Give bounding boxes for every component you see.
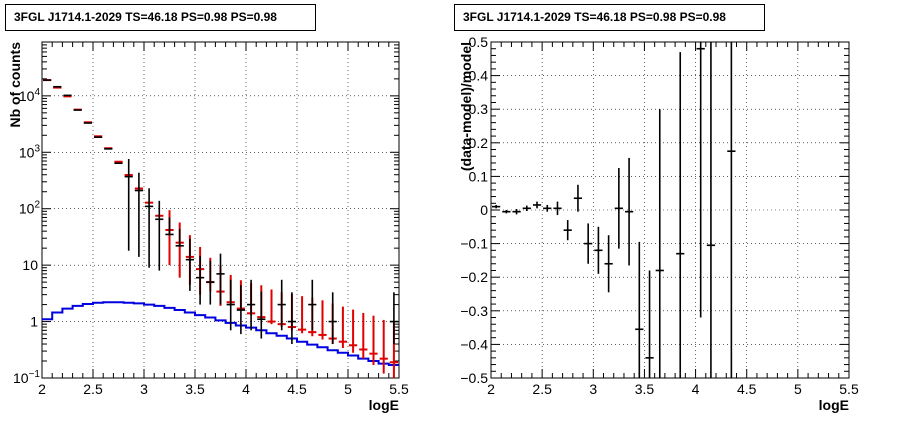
x-tick-label: 2.5	[83, 381, 103, 397]
data-point	[124, 159, 133, 251]
y-tick-label: −0.3	[460, 303, 488, 319]
counts-chart: 2 2.5 3 3.5 4 4.5 5 5.5 10−1 1 10 102 103 104 logE Nb o…	[7, 41, 409, 413]
y-tick-label: 0.4	[469, 68, 489, 84]
y-axis-title: Nb of counts	[7, 42, 23, 128]
y-tick-label: 1	[30, 314, 38, 330]
residual-point	[635, 241, 644, 378]
residual-point	[502, 210, 511, 214]
x-tick-label: 2	[38, 381, 46, 397]
y-tick-label: −0.5	[460, 370, 488, 386]
model-point	[349, 309, 358, 353]
y-tick-label: 104	[19, 87, 41, 104]
plot-frame	[41, 41, 400, 379]
x-tick-label: 5	[794, 381, 802, 397]
x-axis-title: logE	[819, 397, 849, 413]
residual-point	[532, 201, 542, 209]
residual-point	[522, 205, 531, 212]
x-tick-label: 2	[487, 381, 495, 397]
right-chart-title: 3FGL J1714.1-2029 TS=46.18 PS=0.98 PS=0.…	[454, 4, 765, 31]
x-tick-label: 3.5	[185, 381, 205, 397]
y-tick-label: 10	[22, 257, 38, 273]
data-point	[287, 292, 296, 345]
data-point	[185, 238, 194, 291]
data-point	[236, 285, 245, 335]
residual-point	[543, 204, 552, 212]
x-axis-title: logE	[369, 397, 399, 413]
y-tick-label: 0	[480, 202, 488, 218]
residuals-chart: 2 2.5 3 3.5 4 4.5 5 5.5 −0.5 −0.4 −0.3 −0.2 −0.1 0 0.1…	[458, 34, 859, 413]
model-point	[338, 306, 347, 349]
model-point	[359, 312, 368, 359]
residual-point	[676, 52, 685, 378]
model-point	[318, 300, 327, 340]
data-point	[206, 260, 215, 305]
residual-point	[706, 42, 716, 378]
data-point	[165, 217, 174, 236]
model-point	[298, 296, 307, 334]
y-tick-label: 0.3	[469, 101, 489, 117]
x-tick-label: 5	[344, 381, 352, 397]
residual-point	[696, 42, 705, 318]
residual-point	[604, 235, 613, 293]
x-tick-label: 5.5	[389, 381, 409, 397]
y-tick-label: 10−1	[13, 369, 40, 386]
x-tick-label: 3	[140, 381, 148, 397]
x-tick-label: 2.5	[532, 381, 552, 397]
x-tick-label: 3	[589, 381, 597, 397]
data-point	[134, 172, 143, 257]
data-point	[257, 291, 266, 339]
residual-point	[584, 223, 593, 264]
y-tick-label: 0.2	[469, 135, 489, 151]
x-tick-label: 4.5	[737, 381, 757, 397]
data-point	[145, 188, 154, 268]
x-tick-label: 5.5	[839, 381, 859, 397]
residual-point	[573, 184, 583, 212]
y-tick-label: −0.1	[460, 236, 488, 252]
background-series	[42, 301, 399, 366]
model-point	[379, 319, 388, 374]
y-axis-title: (data-model)/model	[458, 42, 474, 171]
data-point	[216, 253, 225, 305]
x-tick-label: 4	[692, 381, 700, 397]
residual-point	[563, 220, 572, 241]
residual-point	[624, 157, 634, 266]
y-tick-label: 102	[19, 200, 41, 217]
residual-point	[655, 109, 664, 378]
data-point	[226, 279, 235, 331]
left-chart-title: 3FGL J1714.1-2029 TS=46.18 PS=0.98 PS=0.…	[5, 4, 316, 31]
model-point	[369, 315, 378, 365]
data-point	[247, 279, 256, 331]
x-tick-label: 3.5	[635, 381, 655, 397]
residual-point	[553, 201, 562, 216]
y-tick-label: 0.1	[469, 168, 489, 184]
model-point	[267, 289, 276, 325]
data-point	[308, 279, 317, 331]
data-point	[175, 228, 184, 247]
data-point	[328, 292, 337, 345]
residual-point	[645, 270, 654, 378]
residual-point	[492, 204, 501, 209]
y-tick-label: 103	[19, 143, 41, 160]
data-point	[389, 292, 398, 345]
x-tick-label: 4.5	[287, 381, 307, 397]
y-tick-label: −0.2	[460, 269, 488, 285]
residual-point	[727, 42, 736, 378]
residual-point	[512, 208, 521, 215]
x-tick-label: 4	[242, 381, 250, 397]
y-tick-label: 0.5	[469, 34, 489, 50]
residual-point	[614, 168, 623, 249]
y-tick-label: −0.4	[460, 336, 488, 352]
data-point	[155, 200, 164, 271]
data-point	[196, 256, 205, 305]
residual-point	[594, 226, 603, 274]
data-point	[277, 279, 286, 331]
